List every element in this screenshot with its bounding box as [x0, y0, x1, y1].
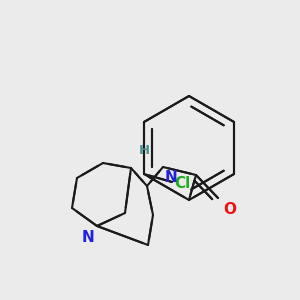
Text: O: O — [223, 202, 236, 217]
Circle shape — [148, 211, 158, 220]
Circle shape — [140, 169, 148, 178]
Text: H: H — [138, 145, 150, 158]
Circle shape — [184, 196, 194, 205]
Circle shape — [143, 241, 152, 250]
Circle shape — [98, 158, 107, 167]
Circle shape — [73, 173, 82, 182]
Text: Cl: Cl — [174, 176, 190, 191]
Text: N: N — [165, 170, 178, 185]
Circle shape — [142, 182, 152, 190]
Circle shape — [127, 164, 136, 172]
Text: N: N — [81, 230, 94, 245]
Circle shape — [121, 208, 130, 217]
Circle shape — [191, 170, 200, 179]
Circle shape — [68, 203, 76, 212]
Circle shape — [158, 163, 167, 172]
